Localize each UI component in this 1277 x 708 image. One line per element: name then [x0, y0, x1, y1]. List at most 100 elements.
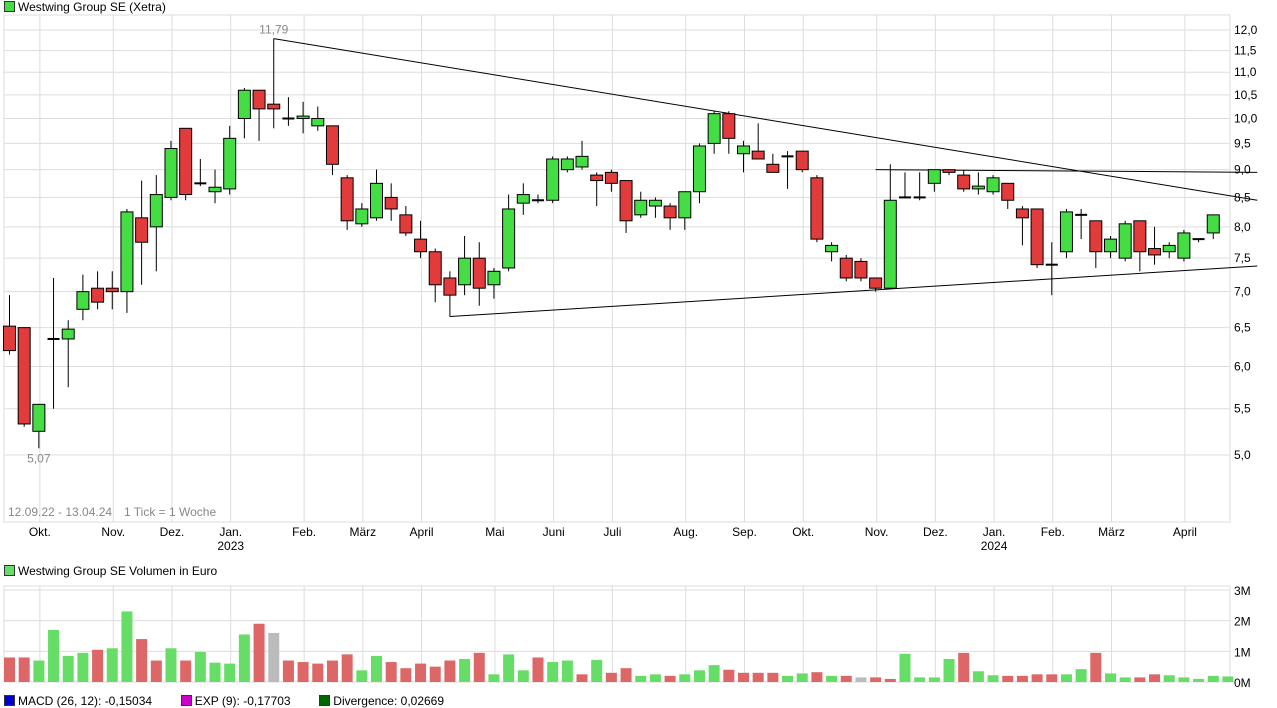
candle-body — [414, 238, 428, 253]
volume-bar — [4, 657, 15, 682]
volume-bar — [297, 662, 309, 682]
volume-bar — [664, 675, 676, 682]
price-legend: Westwing Group SE (Xetra) — [4, 0, 166, 14]
candle-body — [766, 163, 780, 173]
candle-body — [1162, 244, 1176, 253]
volume-bar — [517, 670, 529, 682]
x-tick-label: Feb. — [292, 525, 316, 539]
grid — [3, 14, 1231, 683]
volume-bar — [767, 672, 779, 682]
volume-legend-swatch — [4, 565, 15, 576]
candle-body — [17, 327, 31, 425]
x-tick-label: Nov. — [101, 525, 125, 539]
price-extreme-annotation: 5,07 — [27, 451, 51, 465]
candle-body — [942, 169, 956, 173]
date-range-label: 12.09.22 - 13.04.24 — [8, 505, 112, 519]
volume-bar — [855, 677, 867, 682]
volume-bar — [48, 629, 60, 682]
volume-bar — [1060, 674, 1072, 682]
volume-bar — [914, 677, 926, 682]
volume-bar — [180, 660, 192, 682]
x-tick-label: Okt. — [792, 525, 814, 539]
candle-body — [707, 113, 721, 144]
candle-body — [135, 217, 149, 243]
volume-bar — [1149, 674, 1161, 682]
volume-bar — [444, 660, 456, 682]
candle-body — [1001, 182, 1015, 201]
volume-bar — [282, 660, 294, 682]
volume-bar — [958, 652, 970, 682]
volume-bar — [459, 659, 471, 682]
x-tick-label: Jan. — [219, 525, 242, 539]
candle-body — [164, 148, 178, 198]
price-y-tick-label: 9,0 — [1234, 163, 1251, 177]
volume-bar — [503, 654, 515, 682]
candle-body — [472, 257, 486, 289]
volume-bar — [371, 655, 382, 682]
volume-bar — [1090, 652, 1102, 682]
volume-bar — [1207, 675, 1219, 682]
volume-bar — [1178, 677, 1190, 682]
candle-body — [384, 196, 398, 210]
candle-body — [76, 291, 90, 310]
x-tick-label: April — [410, 525, 434, 539]
candle-body — [296, 115, 310, 120]
candle-body — [883, 199, 897, 289]
candle-body — [1177, 232, 1191, 259]
volume-bar — [752, 672, 764, 682]
volume-bar — [943, 659, 955, 682]
volume-bar — [488, 674, 500, 682]
candle-body — [458, 257, 472, 286]
candle-body — [1059, 211, 1073, 253]
volume-bar — [1002, 675, 1014, 682]
candle-body — [311, 118, 325, 127]
x-tick-label: Okt. — [29, 525, 51, 539]
candle-body — [267, 103, 281, 110]
candle-body — [678, 191, 692, 219]
price-y-tick-label: 5,0 — [1234, 448, 1251, 462]
candle-body — [560, 158, 574, 171]
candle-body — [604, 171, 618, 184]
candle-body — [810, 177, 824, 240]
volume-bar — [253, 623, 265, 682]
volume-y-tick-label: 1M — [1234, 645, 1251, 659]
volume-bar — [92, 649, 104, 682]
trendline — [449, 265, 1258, 318]
volume-bar — [224, 663, 236, 682]
volume-bar — [312, 663, 324, 682]
volume-bar — [811, 672, 823, 682]
candle-body — [208, 186, 222, 193]
x-tick-label: Mai — [485, 525, 504, 539]
price-chart-title: Westwing Group SE (Xetra) — [18, 0, 166, 14]
volume-bar — [899, 653, 911, 682]
x-tick-label: Aug. — [673, 525, 698, 539]
volume-bar — [1193, 678, 1205, 682]
candle-body — [1089, 220, 1103, 253]
volume-bar — [576, 674, 588, 682]
volume-bar — [1134, 677, 1146, 682]
volume-bar — [165, 648, 177, 682]
volume-bar — [33, 660, 45, 682]
price-y-tick-label: 8,0 — [1234, 220, 1251, 234]
x-tick-label: Feb. — [1041, 525, 1065, 539]
volume-bar — [840, 675, 852, 682]
candle-body — [957, 174, 971, 190]
candle-body — [428, 251, 442, 286]
x-tick-label: Sep. — [732, 525, 757, 539]
volume-bar — [708, 665, 720, 682]
candle-body — [149, 194, 163, 228]
volume-bar — [738, 672, 749, 682]
volume-bar — [972, 671, 984, 682]
price-extreme-annotation: 11,79 — [259, 23, 288, 37]
price-y-tick-label: 9,5 — [1234, 136, 1251, 150]
price-legend-swatch — [4, 1, 15, 12]
x-tick-label: Dez. — [160, 525, 185, 539]
volume-y-tick-label: 2M — [1234, 615, 1251, 629]
volume-bar — [341, 654, 353, 682]
candle-body — [61, 328, 75, 340]
volume-bar — [1016, 675, 1028, 682]
volume-chart-title: Westwing Group SE Volumen in Euro — [18, 564, 218, 578]
candle-body — [1133, 220, 1147, 253]
price-panel-frame — [3, 14, 1231, 523]
volume-bar — [1105, 673, 1116, 682]
